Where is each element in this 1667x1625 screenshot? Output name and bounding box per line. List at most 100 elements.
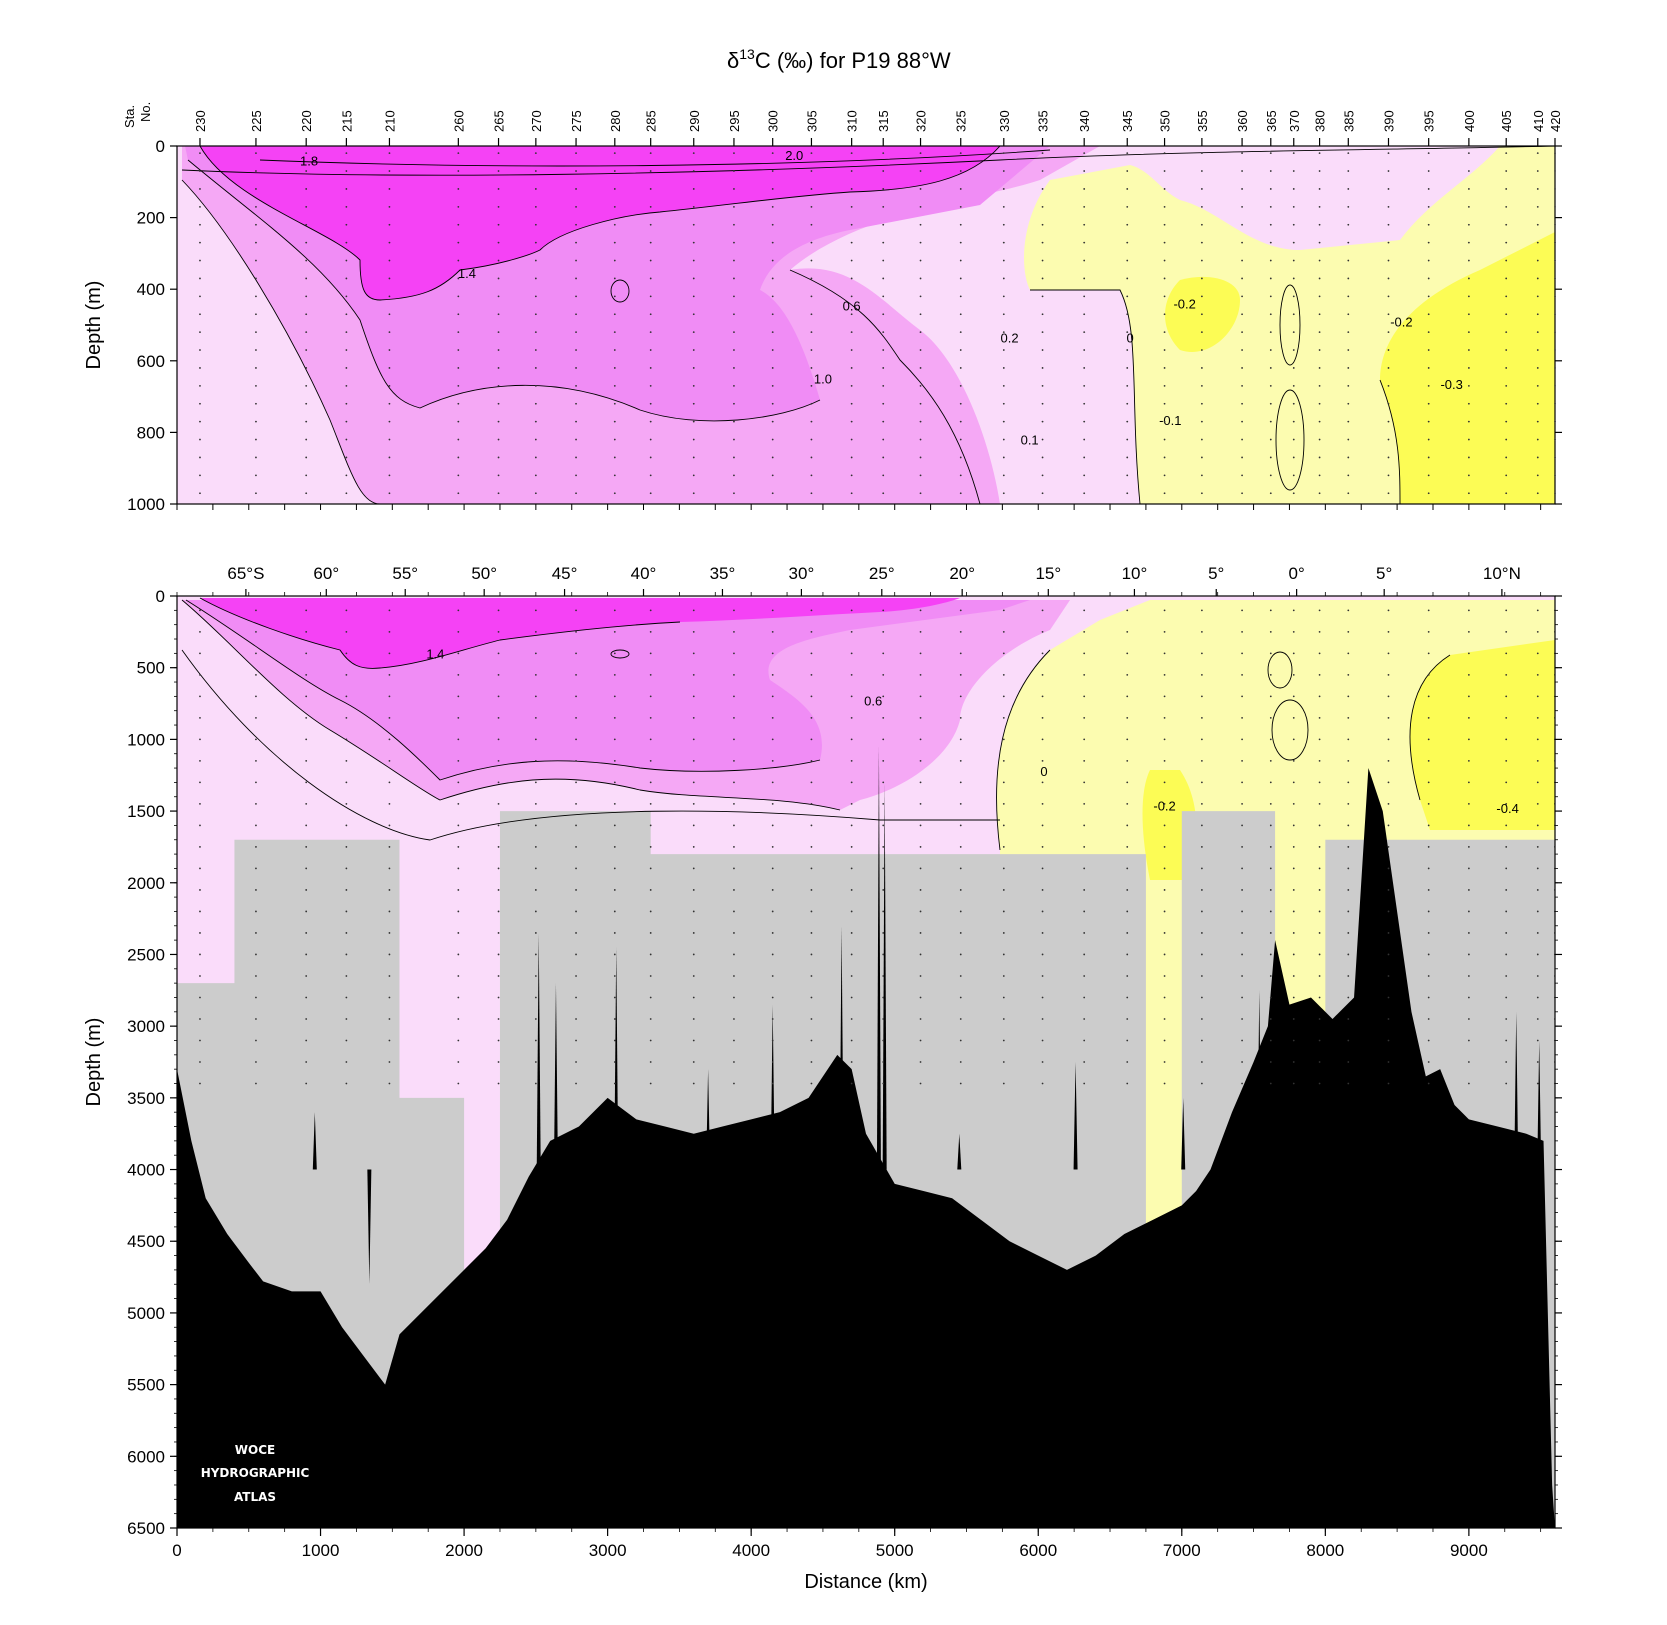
- sample-dot: [1163, 492, 1166, 495]
- sample-dot: [457, 474, 460, 477]
- sample-dot: [1347, 1039, 1350, 1042]
- x-tick-label: 8000: [1306, 1541, 1344, 1560]
- y-tick-label: 4000: [127, 1161, 165, 1180]
- sample-dot: [692, 402, 695, 405]
- sample-dot: [919, 188, 922, 190]
- sample-dot: [345, 1039, 348, 1042]
- sample-dot: [1427, 152, 1430, 155]
- lower-sample-dots: [199, 609, 1555, 1085]
- sample-dot: [1554, 331, 1556, 334]
- sample-dot: [1163, 205, 1166, 208]
- sample-dot: [1269, 241, 1272, 244]
- sample-dot: [255, 1061, 257, 1063]
- sample-dot: [1163, 331, 1166, 334]
- sample-dot: [810, 277, 813, 280]
- sample-dot: [692, 695, 695, 698]
- sample-dot: [1200, 277, 1203, 280]
- sample-dot: [345, 492, 348, 495]
- sample-dot: [1387, 1061, 1390, 1063]
- sample-dot: [959, 152, 962, 155]
- sample-dot: [1347, 953, 1350, 956]
- sample-dot: [575, 609, 577, 612]
- sample-dot: [199, 331, 201, 334]
- sample-dot: [1347, 803, 1350, 805]
- sample-dot: [1292, 438, 1295, 441]
- sample-dot: [771, 170, 774, 172]
- sample-dot: [1387, 295, 1390, 298]
- station-label: 320: [914, 110, 929, 132]
- sample-dot: [575, 1039, 577, 1042]
- sample-dot: [1241, 384, 1243, 387]
- sample-dot: [810, 188, 813, 190]
- sample-dot: [1536, 738, 1539, 741]
- sample-dot: [649, 932, 652, 934]
- lower-field: [177, 596, 1555, 1528]
- sample-dot: [1347, 438, 1350, 441]
- sample-dot: [1536, 420, 1539, 423]
- sample-dot: [882, 349, 885, 351]
- sample-dot: [959, 313, 962, 316]
- sample-dot: [1002, 867, 1005, 870]
- sample-dot: [1292, 492, 1295, 495]
- sample-dot: [1347, 695, 1350, 698]
- sample-dot: [919, 1061, 922, 1063]
- sample-dot: [1318, 188, 1321, 190]
- sample-dot: [882, 384, 885, 387]
- sample-dot: [1347, 1061, 1350, 1063]
- station-label: 385: [1341, 110, 1356, 132]
- sample-dot: [1467, 630, 1470, 633]
- sample-dot: [771, 241, 774, 244]
- sample-dot: [534, 420, 537, 423]
- sample-dot: [919, 331, 922, 334]
- sample-dot: [1318, 492, 1321, 495]
- sample-dot: [457, 695, 460, 698]
- sample-dot: [692, 910, 695, 913]
- sample-dot: [1387, 759, 1390, 762]
- sample-dot: [850, 1018, 853, 1020]
- lower-y-axis-label: Depth (m): [83, 1018, 105, 1107]
- sample-dot: [1292, 652, 1295, 655]
- sample-dot: [919, 803, 922, 805]
- sample-dot: [613, 975, 616, 977]
- sample-dot: [1269, 932, 1272, 934]
- sample-dot: [692, 1039, 695, 1042]
- sample-dot: [733, 259, 735, 262]
- sample-dot: [692, 630, 695, 633]
- sample-dot: [1292, 1061, 1295, 1063]
- sample-dot: [1318, 152, 1321, 155]
- sample-dot: [1318, 609, 1321, 612]
- sample-dot: [1427, 673, 1430, 676]
- station-label: 270: [529, 110, 544, 132]
- sample-dot: [1269, 889, 1272, 891]
- sample-dot: [919, 867, 922, 870]
- sample-dot: [649, 313, 652, 316]
- sample-dot: [1200, 349, 1203, 351]
- sample-dot: [959, 910, 962, 913]
- sample-dot: [575, 277, 577, 280]
- sample-dot: [1041, 824, 1044, 827]
- sample-dot: [1318, 1018, 1321, 1020]
- sample-dot: [305, 277, 308, 280]
- sample-dot: [534, 223, 537, 226]
- sample-dot: [1536, 824, 1539, 827]
- sample-dot: [810, 420, 813, 423]
- upper-contours: [181, 146, 1555, 504]
- sample-dot: [733, 652, 735, 655]
- sample-dot: [534, 259, 537, 262]
- sample-dot: [255, 953, 257, 956]
- sample-dot: [1554, 384, 1556, 387]
- sample-dot: [1292, 259, 1295, 262]
- sample-dot: [1505, 803, 1508, 805]
- sample-dot: [850, 402, 853, 405]
- sample-dot: [1241, 996, 1243, 999]
- sample-dot: [575, 313, 577, 316]
- sample-dot: [1347, 188, 1350, 190]
- sample-dot: [1505, 420, 1508, 423]
- sample-dot: [1554, 367, 1556, 369]
- x-tick-label: 1000: [302, 1541, 340, 1560]
- sample-dot: [534, 492, 537, 495]
- sample-dot: [771, 420, 774, 423]
- sample-dot: [1505, 313, 1508, 316]
- sample-dot: [1427, 205, 1430, 208]
- sample-dot: [1041, 889, 1044, 891]
